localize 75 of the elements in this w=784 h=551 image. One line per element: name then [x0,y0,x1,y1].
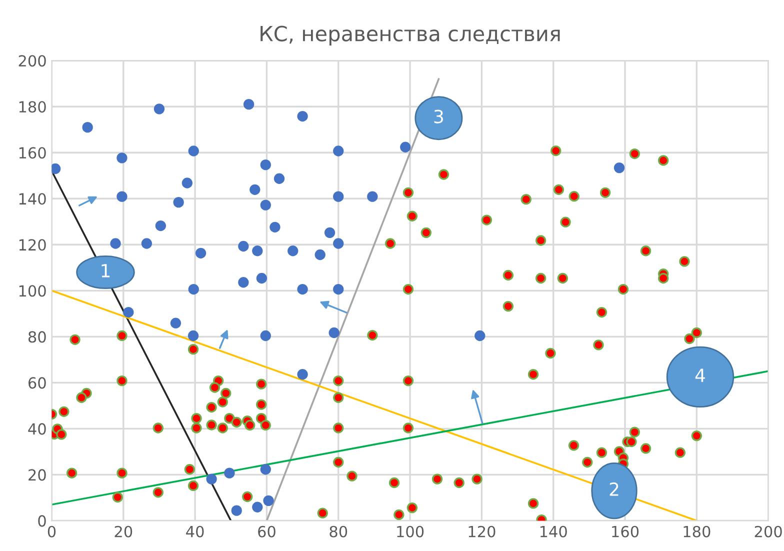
annotation: 4 [695,368,705,382]
x-tick-label: 0 [48,526,56,538]
x-tick-label: 200 [754,526,782,538]
x-tick-label: 180 [684,526,710,538]
point [333,191,344,202]
point [324,227,336,238]
point [333,284,344,295]
point [297,284,308,295]
point [82,122,93,133]
point [297,369,308,380]
point [154,104,165,114]
chart-title: КС, неравенства следствия [260,26,560,46]
point [188,330,199,342]
x-tick-label: 100 [397,526,424,538]
x-tick-label: 140 [540,526,567,538]
annotation: 2 [610,482,618,496]
x-tick-label: 40 [186,526,204,538]
x-tick-label: 80 [330,526,348,538]
point [333,146,344,156]
point [260,464,271,475]
point [274,173,285,184]
point [400,142,411,152]
point [123,306,134,318]
y-tick-label: 180 [19,101,46,113]
point [231,505,242,516]
point [250,184,260,195]
point [182,178,193,188]
y-tick-label: 140 [19,193,46,205]
point [238,277,249,288]
point [474,330,486,342]
point [188,284,199,295]
x-tick-label: 20 [114,526,132,538]
x-tick-label: 120 [468,526,496,538]
point [328,327,340,338]
point [188,146,199,156]
point [243,98,254,110]
y-tick-label: 80 [28,331,46,343]
point [252,502,263,512]
point [238,240,249,252]
point [260,159,271,170]
y-tick-label: 200 [18,55,46,67]
y-tick-label: 60 [28,377,46,389]
point [333,238,344,249]
point [252,246,263,256]
point [141,238,152,249]
point [270,222,280,232]
point [614,162,625,174]
y-tick-label: 40 [28,423,46,435]
point [297,110,308,122]
y-tick-label: 120 [19,239,46,251]
y-tick-label: 160 [19,147,46,159]
annotation: 1 [102,264,110,278]
point [260,200,271,210]
annotation: 3 [434,110,443,124]
point [288,246,298,256]
point [367,191,378,202]
x-tick-label: 60 [258,526,276,538]
point [116,191,128,202]
point [173,196,184,208]
point [260,330,271,342]
point [170,318,182,328]
point [314,249,326,260]
y-tick-label: 20 [28,469,46,481]
point [110,238,121,249]
point [195,248,206,258]
point [263,495,274,506]
point [206,474,217,484]
point [52,163,61,174]
x-tick-label: 160 [612,526,639,538]
point [256,272,268,284]
point [224,468,235,478]
point [116,152,128,164]
point [155,220,166,232]
y-tick-label: 100 [19,285,46,297]
y-tick-label: 0 [38,515,46,527]
